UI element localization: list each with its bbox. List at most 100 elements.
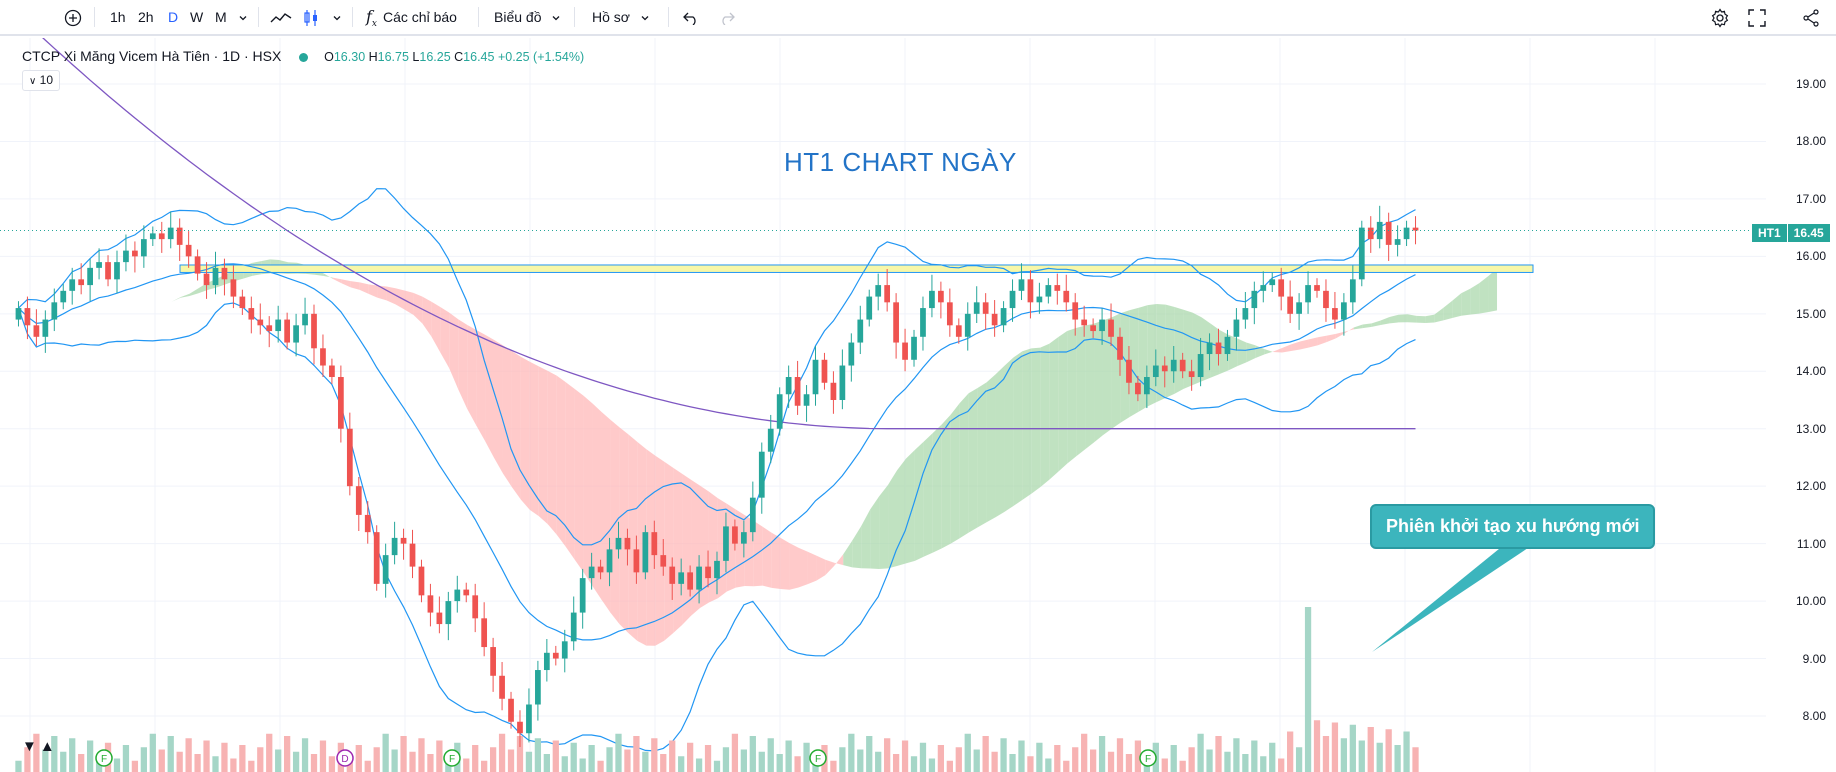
- candle-body: [982, 302, 989, 314]
- interval-1h-button[interactable]: 1h: [110, 9, 126, 25]
- add-symbol-button[interactable]: [64, 0, 82, 34]
- interval-m-button[interactable]: M: [215, 9, 227, 25]
- candle-body: [391, 537, 398, 556]
- undo-button[interactable]: [682, 0, 700, 34]
- volume-bar: [1322, 736, 1330, 772]
- candle-body: [857, 319, 864, 343]
- cloud-bull: [1031, 347, 1041, 494]
- event-marker-label: F: [1145, 754, 1151, 765]
- candle-body: [821, 359, 828, 383]
- volume-bar: [409, 751, 416, 772]
- volume-bar: [382, 733, 389, 772]
- cloud-bear: [834, 554, 844, 566]
- cloud-bull: [986, 374, 996, 523]
- chart-menu-button[interactable]: Biểu đồ: [494, 0, 561, 34]
- toolbar-divider: [258, 7, 259, 27]
- volume-bar: [1081, 733, 1088, 772]
- trend-callout-annotation[interactable]: Phiên khởi tạo xu hướng mới: [1370, 504, 1656, 549]
- ohlc-values: O16.30 H16.75 L16.25 C16.45 +0.25 (+1.54…: [324, 50, 584, 64]
- candle-body: [436, 612, 443, 625]
- chart-menu-label: Biểu đồ: [494, 9, 542, 25]
- candle-body: [651, 532, 658, 556]
- candle-body: [1215, 342, 1222, 355]
- cloud-bear: [1273, 347, 1283, 353]
- volume-bar: [875, 751, 882, 772]
- cloud-bull: [1174, 307, 1184, 394]
- price-axis-tick: 12.00: [1795, 479, 1826, 494]
- cloud-bull: [108, 316, 118, 324]
- volume-bar: [24, 747, 31, 772]
- candle-body: [1117, 336, 1123, 360]
- candle-body: [1278, 279, 1285, 297]
- candle-chart-button[interactable]: [302, 0, 320, 34]
- candle-body: [803, 394, 810, 406]
- fullscreen-button[interactable]: [1748, 0, 1766, 34]
- line-chart-button[interactable]: [270, 0, 292, 34]
- share-button[interactable]: [1802, 0, 1820, 34]
- candle-body: [1170, 359, 1177, 372]
- candle-body: [69, 279, 76, 291]
- cloud-bull: [1067, 327, 1077, 464]
- ma-200-line: [42, 38, 1416, 430]
- volume-bar: [534, 738, 542, 772]
- candle-body: [588, 566, 595, 579]
- candle-body: [570, 612, 577, 642]
- profile-menu-button[interactable]: Hồ sơ: [592, 0, 650, 34]
- volume-bar: [1036, 742, 1043, 772]
- candle-body: [687, 572, 693, 590]
- candle-body: [373, 532, 380, 584]
- cloud-bear: [368, 284, 378, 298]
- volume-bar: [1027, 756, 1034, 772]
- volume-bar: [248, 760, 255, 772]
- chart-type-dropdown-button[interactable]: [332, 0, 342, 34]
- volume-bar: [284, 736, 291, 772]
- cloud-bull: [180, 293, 190, 298]
- volume-bar: [1287, 731, 1294, 772]
- interval-w-button[interactable]: W: [190, 9, 204, 25]
- settings-button[interactable]: [1710, 0, 1730, 34]
- cloud-bull: [1380, 316, 1390, 325]
- candle-body: [1126, 359, 1132, 383]
- interval-2h-button[interactable]: 2h: [138, 9, 154, 25]
- volume-bar: [570, 742, 577, 772]
- chart-title-annotation[interactable]: HT1 CHART NGÀY: [784, 147, 1017, 177]
- candle-body: [167, 227, 174, 240]
- candle-body: [338, 377, 344, 429]
- price-axis[interactable]: 19.00 18.00 17.00 16.00 15.00 14.00 13.00 12.00…: [1766, 38, 1836, 772]
- cloud-bear: [341, 279, 351, 288]
- cloud-bull: [852, 526, 862, 569]
- candle-body: [24, 308, 31, 326]
- candle-body: [723, 526, 729, 561]
- cloud-bear: [1317, 335, 1327, 346]
- line-chart-icon: [270, 13, 292, 23]
- symbol-name[interactable]: CTCP Xi Măng Vicem Hà Tiên · 1D · HSX: [22, 48, 282, 64]
- volume-indicator-toggle[interactable]: ∨ 10: [22, 70, 61, 91]
- interval-d-button[interactable]: D: [168, 9, 179, 25]
- volume-bar: [122, 745, 130, 772]
- volume-bar: [266, 733, 273, 772]
- redo-button[interactable]: [718, 0, 736, 34]
- candle-body: [1323, 290, 1329, 309]
- low-label: L: [412, 50, 420, 64]
- candle-body: [893, 302, 899, 343]
- volume-bar: [919, 742, 927, 772]
- interval-dropdown-button[interactable]: [238, 0, 248, 34]
- chevron-down-icon: ∨: [29, 76, 37, 87]
- candle-body: [517, 721, 523, 734]
- cloud-bear: [332, 277, 342, 284]
- volume-bar: [633, 736, 640, 772]
- candle-body: [1341, 302, 1347, 320]
- volume-bar: [1278, 758, 1285, 772]
- volume-bar: [194, 754, 201, 772]
- volume-bar: [910, 756, 918, 772]
- cloud-bull: [135, 313, 145, 319]
- high-label: H: [368, 50, 378, 64]
- cloud-bull: [1228, 334, 1238, 371]
- price-axis-tick: 14.00: [1795, 364, 1826, 379]
- indicators-button[interactable]: fx Các chỉ báo: [366, 0, 457, 34]
- tradingview-logo[interactable]: ▼ ▲: [22, 738, 55, 755]
- volume-bar: [481, 760, 488, 772]
- cloud-bear: [726, 503, 736, 592]
- price-axis-tick: 16.00: [1795, 249, 1826, 264]
